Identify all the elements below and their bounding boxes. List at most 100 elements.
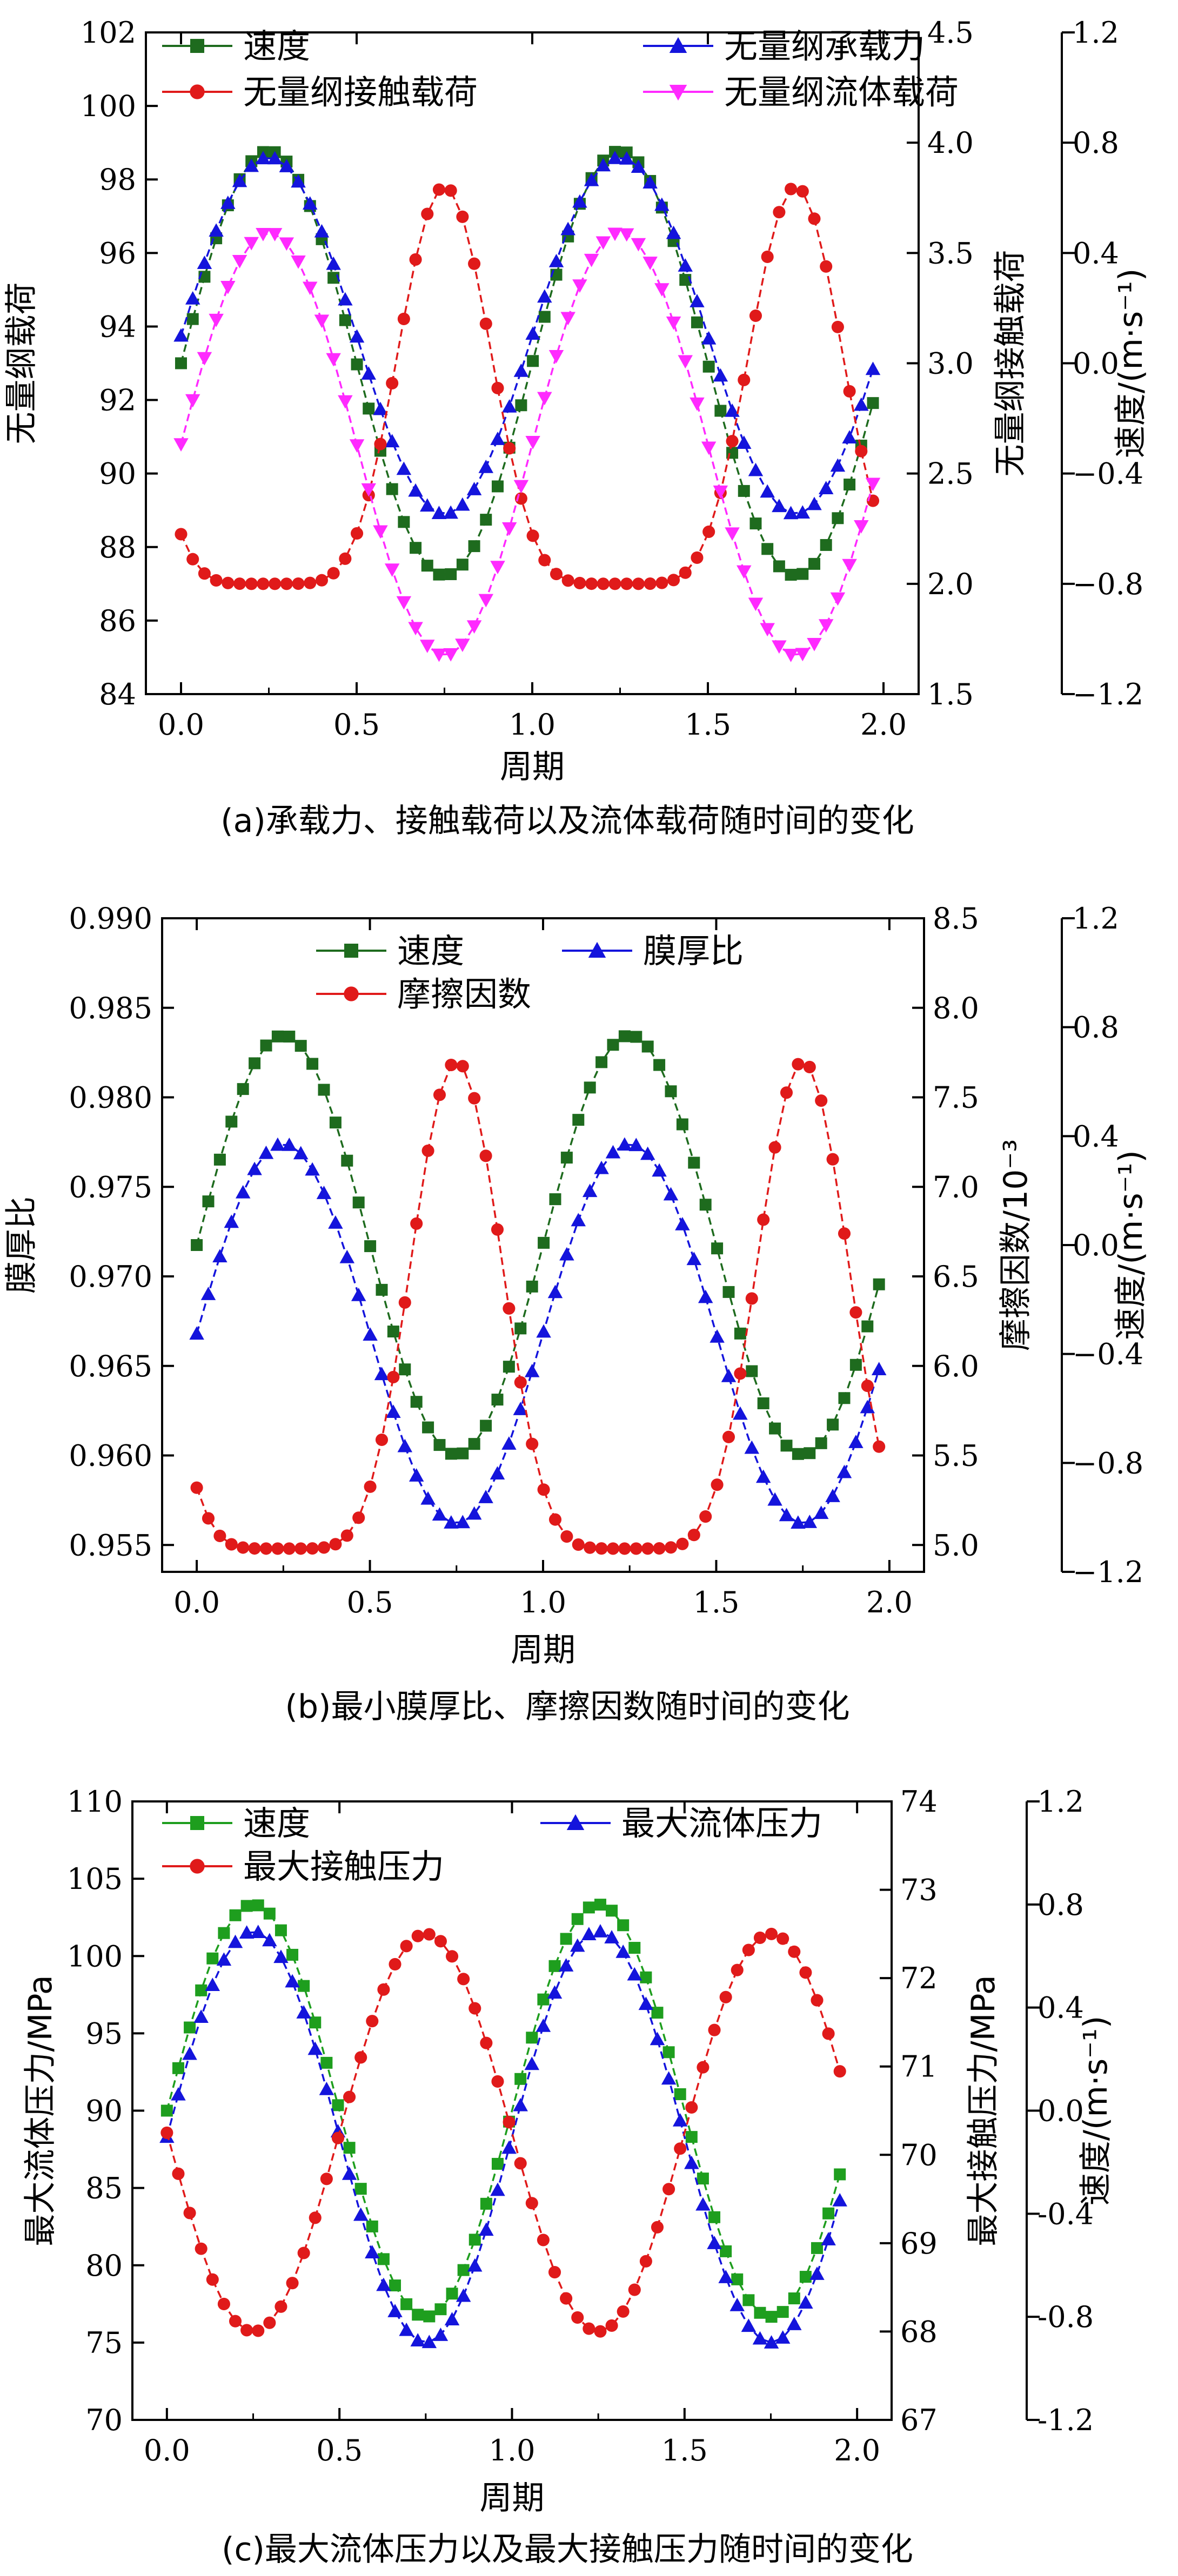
data-point [399, 1363, 411, 1376]
data-point [676, 1537, 689, 1550]
series-line [196, 1063, 880, 1550]
data-point [480, 514, 492, 526]
data-point [780, 1440, 793, 1452]
data-point [420, 640, 435, 654]
data-point [666, 316, 681, 330]
x-tick-label: 0.0 [158, 708, 204, 742]
data-point [294, 1040, 307, 1052]
data-point [686, 1252, 702, 1266]
data-point [572, 279, 587, 293]
data-point [672, 2113, 688, 2127]
data-point [605, 1145, 621, 1159]
legend-label: 无量纲承载力 [724, 26, 925, 66]
x-tick-label: 1.0 [509, 708, 555, 742]
data-point [361, 483, 377, 497]
data-point [332, 2099, 344, 2111]
data-point [676, 1118, 688, 1131]
data-point [318, 1084, 330, 1096]
data-point [197, 352, 212, 366]
legend-label: 摩擦因数 [397, 974, 531, 1014]
right-axis-title: 无量纲接触载荷 [992, 250, 1029, 477]
data-point [772, 640, 787, 654]
data-point [340, 1529, 353, 1542]
data-point [468, 2234, 481, 2246]
data-point [431, 648, 447, 662]
data-point [865, 361, 881, 375]
data-point [627, 1967, 642, 1981]
data-point [773, 560, 785, 573]
data-point [490, 2182, 505, 2196]
data-point [212, 1249, 227, 1262]
data-point [854, 397, 869, 411]
data-point [239, 1925, 255, 1939]
data-point [641, 1542, 654, 1555]
legend-label: 速度 [243, 1804, 310, 1843]
data-point [826, 1153, 839, 1166]
legend-marker [344, 944, 358, 958]
outer-tick-label: 0.8 [1073, 126, 1119, 160]
data-point [399, 2322, 414, 2336]
data-point [849, 1306, 862, 1319]
data-point [338, 292, 353, 306]
data-point [595, 158, 611, 172]
data-point [279, 237, 294, 251]
data-point [833, 2065, 846, 2078]
data-point [275, 1924, 287, 1936]
x-tick-label: 2.0 [866, 1585, 913, 1619]
right-tick-label: 72 [900, 1961, 938, 1995]
series-3 [190, 1058, 886, 1555]
data-point [713, 368, 728, 382]
data-point [765, 2311, 778, 2323]
data-point [695, 2197, 711, 2211]
data-point [271, 1542, 284, 1555]
data-point [768, 1141, 781, 1154]
data-point [734, 1327, 746, 1340]
data-point [306, 1058, 319, 1070]
data-point [514, 1376, 527, 1389]
data-point [650, 2032, 665, 2046]
data-point [628, 1942, 641, 1954]
data-point [248, 1542, 261, 1555]
data-point [503, 1302, 516, 1315]
data-point [479, 1149, 492, 1162]
x-tick-label: 1.5 [685, 708, 731, 742]
data-point [225, 1115, 238, 1128]
data-point [548, 1960, 561, 1972]
data-point [571, 2311, 584, 2324]
data-point [191, 1239, 203, 1251]
data-point [547, 1284, 563, 1299]
data-point [480, 2036, 493, 2049]
data-point [799, 2271, 812, 2283]
data-point [548, 254, 564, 267]
data-point [617, 2305, 630, 2318]
data-point [861, 1380, 874, 1393]
data-point [257, 577, 270, 590]
data-point [842, 430, 857, 444]
data-point [560, 1152, 573, 1164]
data-point [583, 2322, 595, 2335]
data-point [351, 358, 363, 371]
data-point [225, 1538, 238, 1551]
data-point [731, 1963, 744, 1976]
data-point [501, 522, 517, 536]
data-point [376, 2277, 391, 2291]
data-point [455, 638, 470, 653]
data-point [175, 528, 188, 541]
data-point [455, 497, 470, 511]
data-point [365, 2245, 380, 2258]
data-point [652, 1163, 667, 1177]
series-line [166, 1933, 841, 2333]
data-point [584, 172, 599, 186]
legend-label: 最大接触压力 [243, 1847, 444, 1886]
data-point [468, 257, 481, 270]
data-point [653, 1542, 666, 1555]
data-point [688, 1156, 700, 1169]
data-point [400, 2298, 413, 2310]
data-point [262, 1933, 277, 1947]
data-point [244, 237, 259, 251]
data-point [217, 2297, 230, 2311]
left-tick-label: 75 [85, 2326, 123, 2360]
data-point [834, 2168, 846, 2181]
data-point [573, 576, 586, 589]
